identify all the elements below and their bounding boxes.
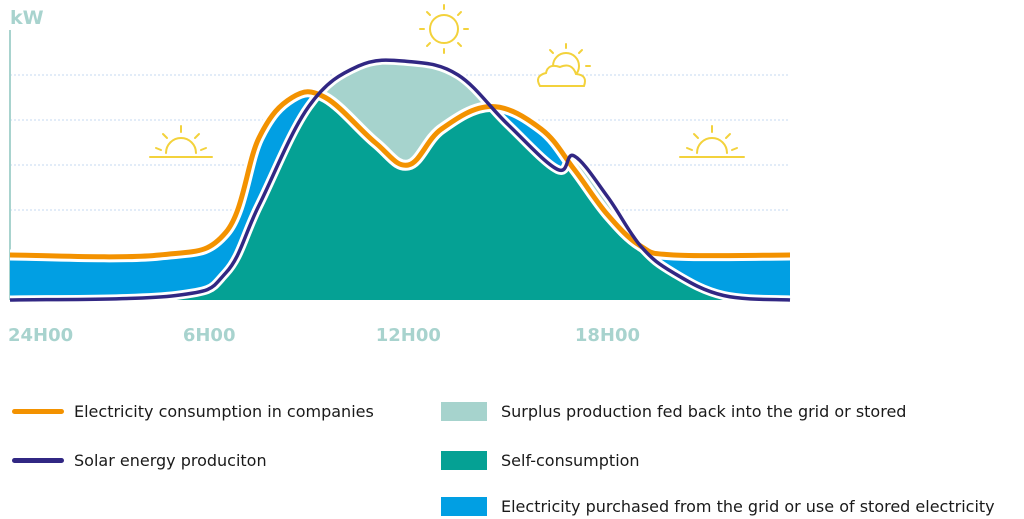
sun-behind-cloud-icon — [537, 43, 591, 87]
solar-legend-swatch — [12, 458, 64, 463]
legend-label-consumption: Electricity consumption in companies — [74, 402, 374, 421]
legend-item-consumption: Electricity consumption in companies — [12, 402, 374, 421]
legend-item-surplus: Surplus production fed back into the gri… — [441, 402, 906, 421]
x-tick-label: 18H00 — [575, 325, 640, 346]
legend-label-grid-purchase: Electricity purchased from the grid or u… — [501, 497, 995, 516]
sunrise-icon — [149, 125, 213, 158]
sunset-icon — [679, 125, 745, 158]
x-tick-label: 24H00 — [8, 325, 73, 346]
solar-production-line — [9, 58, 791, 302]
surplus-legend-swatch — [441, 402, 487, 421]
legend-item-solar: Solar energy produciton — [12, 451, 267, 470]
legend-item-grid-purchase: Electricity purchased from the grid or u… — [441, 497, 995, 516]
x-tick-labels: 24H00 6H00 12H00 18H00 — [8, 325, 640, 346]
legend-label-solar: Solar energy produciton — [74, 451, 267, 470]
x-tick-label: 6H00 — [183, 325, 236, 346]
legend-label-self-consumption: Self-consumption — [501, 451, 640, 470]
chart: kW 24H00 6H00 12H00 18H00 — [8, 4, 791, 346]
consumption-line — [9, 89, 791, 260]
x-tick-label: 12H00 — [376, 325, 441, 346]
sun-icon — [419, 4, 469, 54]
grid-purchase-legend-swatch — [441, 497, 487, 516]
self-consumption-area — [10, 91, 790, 300]
y-axis-label: kW — [10, 7, 44, 29]
consumption-legend-swatch — [12, 409, 64, 414]
legend-item-self-consumption: Self-consumption — [441, 451, 640, 470]
legend-label-surplus: Surplus production fed back into the gri… — [501, 402, 907, 421]
self-consumption-legend-swatch — [441, 451, 487, 470]
